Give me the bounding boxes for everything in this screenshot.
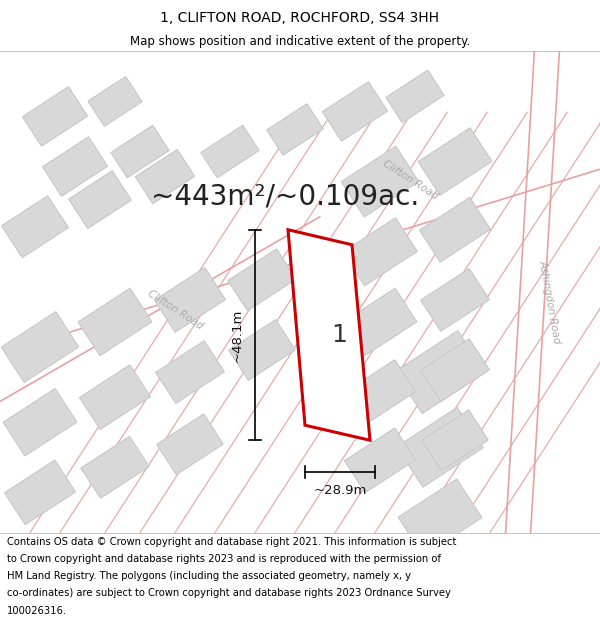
Polygon shape xyxy=(344,428,416,493)
Text: co-ordinates) are subject to Crown copyright and database rights 2023 Ordnance S: co-ordinates) are subject to Crown copyr… xyxy=(7,589,451,599)
Polygon shape xyxy=(2,196,68,258)
Text: ~443m²/~0.109ac.: ~443m²/~0.109ac. xyxy=(151,182,419,211)
Text: Map shows position and indicative extent of the property.: Map shows position and indicative extent… xyxy=(130,35,470,48)
Polygon shape xyxy=(157,414,223,475)
Polygon shape xyxy=(421,339,490,401)
Polygon shape xyxy=(343,217,418,286)
Polygon shape xyxy=(81,436,149,498)
Polygon shape xyxy=(419,198,491,262)
Text: ~48.1m: ~48.1m xyxy=(230,308,244,362)
Polygon shape xyxy=(288,230,370,440)
Text: 1: 1 xyxy=(331,323,347,347)
Text: 1, CLIFTON ROAD, ROCHFORD, SS4 3HH: 1, CLIFTON ROAD, ROCHFORD, SS4 3HH xyxy=(161,11,439,25)
Polygon shape xyxy=(155,341,224,404)
Polygon shape xyxy=(418,127,492,195)
Text: ~28.9m: ~28.9m xyxy=(313,484,367,497)
Polygon shape xyxy=(43,137,107,196)
Polygon shape xyxy=(154,268,226,332)
Polygon shape xyxy=(322,82,388,141)
Polygon shape xyxy=(136,149,194,204)
Polygon shape xyxy=(1,312,79,382)
Polygon shape xyxy=(421,269,490,331)
Polygon shape xyxy=(228,249,296,311)
Polygon shape xyxy=(398,479,482,556)
Polygon shape xyxy=(201,125,259,177)
Polygon shape xyxy=(422,410,488,471)
Polygon shape xyxy=(341,146,419,217)
Text: Clifton Road: Clifton Road xyxy=(146,288,205,331)
Polygon shape xyxy=(395,331,485,414)
Polygon shape xyxy=(22,87,88,146)
Text: Contains OS data © Crown copyright and database right 2021. This information is : Contains OS data © Crown copyright and d… xyxy=(7,537,457,547)
Polygon shape xyxy=(78,288,152,356)
Polygon shape xyxy=(386,70,444,122)
Text: Clifton Road: Clifton Road xyxy=(380,158,439,201)
Text: HM Land Registry. The polygons (including the associated geometry, namely x, y: HM Land Registry. The polygons (includin… xyxy=(7,571,411,581)
Polygon shape xyxy=(68,171,131,229)
Polygon shape xyxy=(88,76,142,126)
Polygon shape xyxy=(3,389,77,456)
Polygon shape xyxy=(267,104,323,155)
Text: 100026316.: 100026316. xyxy=(7,606,67,616)
Polygon shape xyxy=(397,408,483,487)
Polygon shape xyxy=(229,319,295,381)
Polygon shape xyxy=(79,365,151,429)
Text: to Crown copyright and database rights 2023 and is reproduced with the permissio: to Crown copyright and database rights 2… xyxy=(7,554,441,564)
Text: Ashingdon Road: Ashingdon Road xyxy=(538,259,562,344)
Polygon shape xyxy=(343,288,417,356)
Polygon shape xyxy=(344,360,416,424)
Polygon shape xyxy=(4,460,76,525)
Polygon shape xyxy=(111,125,169,177)
